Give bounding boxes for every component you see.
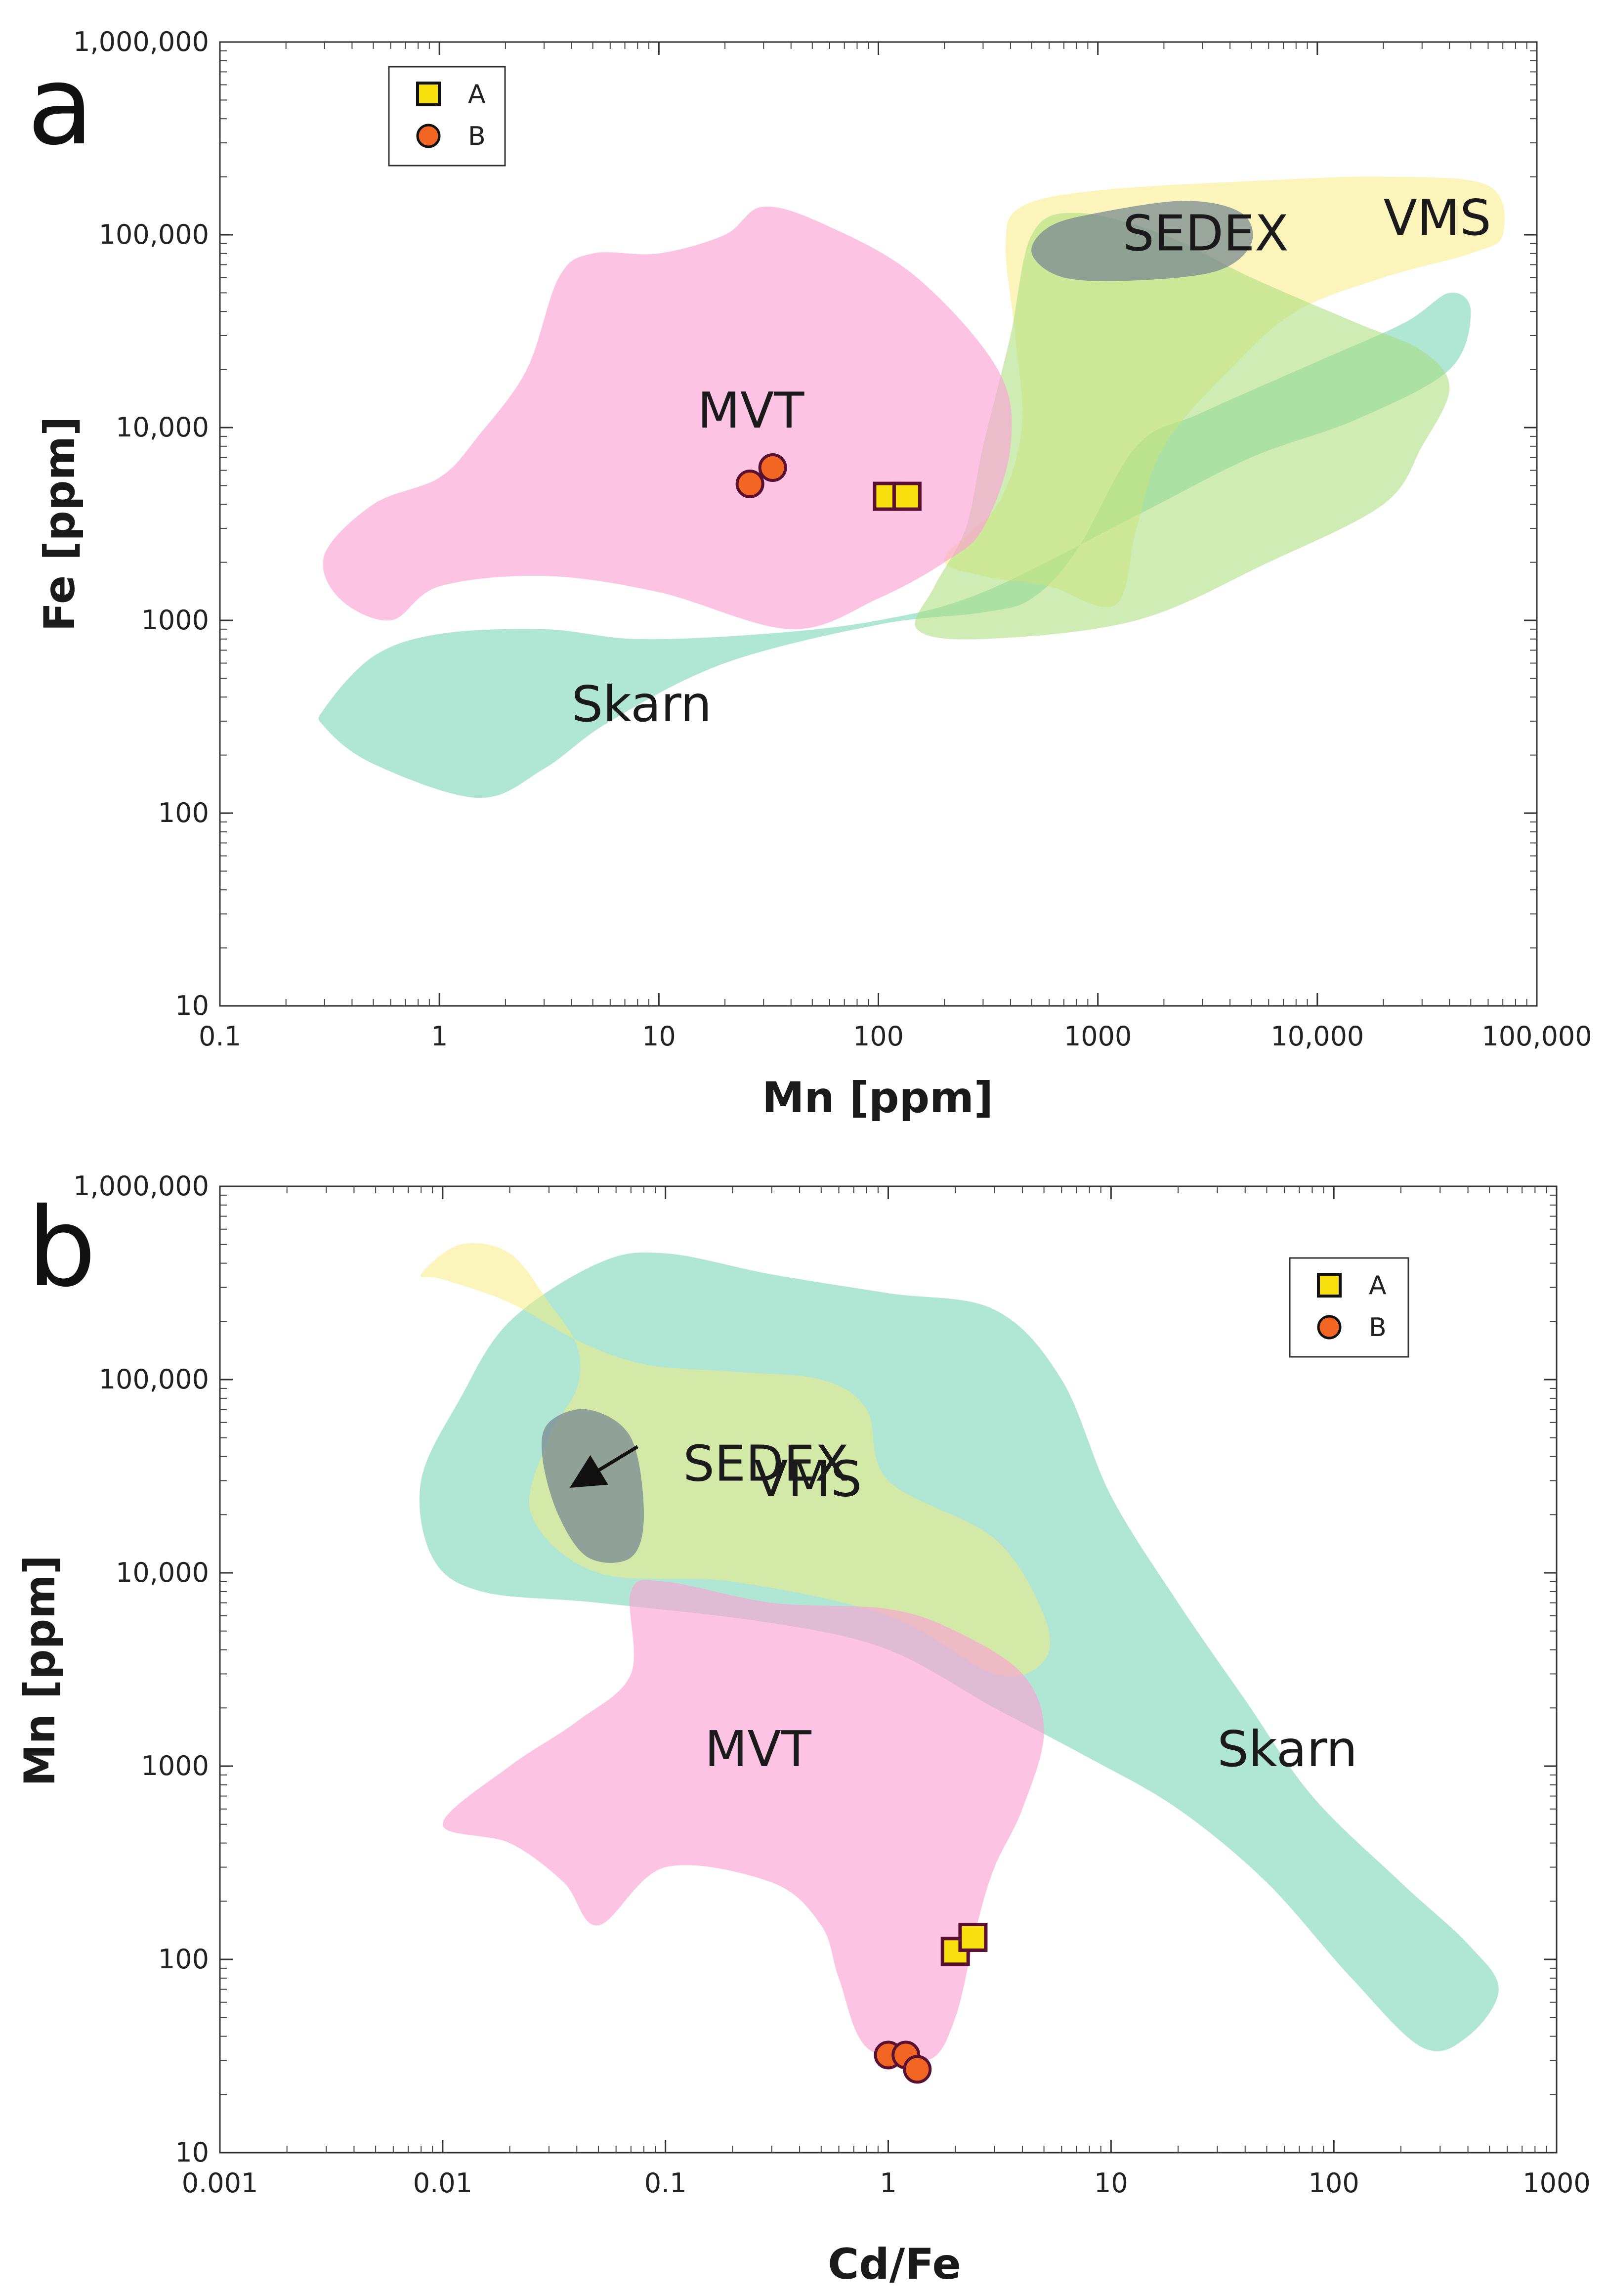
- y-tick-label: 100,000: [99, 1364, 209, 1395]
- legend-label-a: A: [468, 80, 486, 109]
- panel-a-legend: AB: [388, 66, 506, 167]
- region-label-sedex: SEDEX: [1123, 205, 1288, 262]
- panel-b-letter: b: [27, 1184, 96, 1311]
- region-label-mvt: MVT: [698, 382, 805, 439]
- y-tick-label: 10,000: [116, 1557, 209, 1588]
- panel-b-points: [874, 1922, 988, 2084]
- x-tick-label: 10,000: [1270, 1021, 1364, 1052]
- legend-marker-square: [416, 82, 441, 106]
- y-tick-label: 10: [175, 990, 209, 1021]
- panel-b-y-axis-title: Mn [ppm]: [15, 1555, 65, 1786]
- panel-a-letter: a: [27, 43, 94, 169]
- data-point-a: [892, 481, 922, 511]
- field-skarn: [318, 292, 1471, 798]
- x-tick-label: 1000: [1064, 1021, 1132, 1052]
- x-tick-label: 1: [431, 1021, 448, 1052]
- x-tick-label: 10: [642, 1021, 676, 1052]
- y-tick-label: 1000: [141, 605, 209, 636]
- data-point-a: [958, 1922, 988, 1952]
- data-point-b: [735, 470, 764, 499]
- legend-label-a: A: [1369, 1271, 1387, 1300]
- x-tick-label: 0.001: [182, 2167, 258, 2199]
- region-label-mvt: MVT: [705, 1720, 812, 1778]
- field-sedex: [1031, 201, 1253, 281]
- legend-marker-circle: [416, 124, 441, 148]
- panel-a-y-axis-title: Fe [ppm]: [35, 417, 85, 632]
- x-tick-label: 100,000: [1481, 1021, 1592, 1052]
- x-tick-label: 1: [880, 2167, 896, 2199]
- y-tick-label: 10: [175, 2137, 209, 2168]
- sedex-arrow: [569, 1445, 639, 1488]
- x-tick-label: 1000: [1522, 2167, 1590, 2199]
- panel-b-fields: [419, 1243, 1499, 2063]
- legend-box: [388, 66, 506, 167]
- data-point-b: [903, 2055, 932, 2084]
- legend-marker-circle: [1317, 1315, 1342, 1340]
- y-tick-label: 100: [158, 1944, 209, 1975]
- panel-b-annotations: [569, 1445, 639, 1488]
- field-mvt: [323, 206, 1012, 629]
- field-mvt: [442, 1580, 1044, 2063]
- legend-marker-square: [1317, 1273, 1342, 1298]
- region-label-vms: VMS: [754, 1450, 862, 1508]
- legend-box: [1289, 1257, 1409, 1358]
- legend-label-b: B: [1369, 1313, 1387, 1343]
- field-vms: [421, 1243, 1051, 1677]
- y-tick-label: 10,000: [116, 412, 209, 443]
- y-tick-label: 1,000,000: [73, 1170, 209, 1202]
- y-tick-label: 1000: [141, 1750, 209, 1781]
- panel-a-ticks: 0.1 1 10 100 1000 10,000 100,000 10 100 1000 10,00…: [73, 26, 1592, 1052]
- panel-b-x-axis-title: Cd/Fe: [828, 2240, 961, 2289]
- x-tick-label: 0.1: [199, 1021, 241, 1052]
- panel-a-x-axis-title: Mn [ppm]: [762, 1073, 993, 1123]
- region-label-sedex: SEDEX: [683, 1434, 848, 1492]
- panel-b: b 0.001 0.01 0.1 1 10 100 1000 10 100 1000 10,000 1…: [15, 1170, 1591, 2289]
- region-label-skarn: Skarn: [1217, 1720, 1357, 1778]
- y-tick-label: 1,000,000: [73, 26, 209, 57]
- panel-a-fields: [318, 176, 1505, 798]
- x-tick-label: 100: [853, 1021, 904, 1052]
- data-point-b: [758, 453, 787, 482]
- panel-b-region-labels: Skarn VMS MVT SEDEX: [683, 1434, 1357, 1778]
- x-tick-label: 10: [1094, 2167, 1128, 2199]
- panel-a-region-labels: Skarn VMS MVT SEDEX: [572, 189, 1491, 733]
- region-label-vms: VMS: [1384, 189, 1491, 247]
- y-tick-label: 100: [158, 797, 209, 828]
- x-tick-label: 0.1: [644, 2167, 687, 2199]
- y-tick-label: 100,000: [99, 219, 209, 250]
- field-vms-inner: [915, 213, 1450, 640]
- x-tick-label: 0.01: [413, 2167, 472, 2199]
- panel-a-points: [735, 453, 922, 511]
- panel-b-legend: AB: [1289, 1257, 1409, 1358]
- region-label-skarn: Skarn: [572, 675, 712, 733]
- panel-b-ticks: 0.001 0.01 0.1 1 10 100 1000 10 100 1000 10,000 100…: [73, 1170, 1591, 2199]
- legend-label-b: B: [468, 122, 486, 151]
- panel-a: a 0.1 1 10 100 1000 10,000 100,000 10 100 1000 10,…: [27, 26, 1592, 1123]
- x-tick-label: 100: [1309, 2167, 1359, 2199]
